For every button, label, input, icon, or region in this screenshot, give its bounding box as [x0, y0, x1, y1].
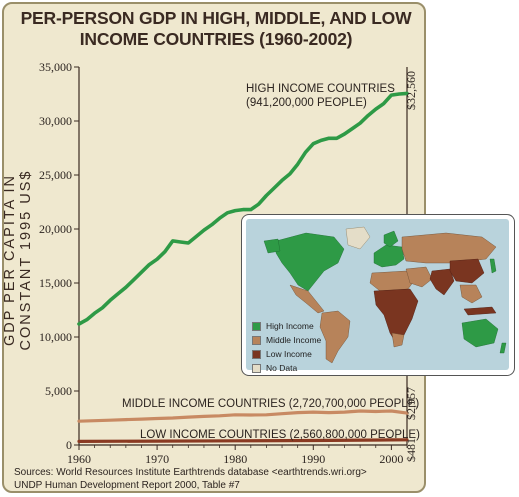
legend-item-middle: Middle Income: [252, 333, 321, 347]
low-income-label: LOW INCOME COUNTRIES (2,560,800,000 PEOP…: [140, 429, 420, 441]
legend-item-low: Low Income: [252, 347, 321, 361]
series-line-high: [77, 91, 409, 326]
legend-label-middle: Middle Income: [266, 335, 322, 345]
middle-income-label: MIDDLE INCOME COUNTRIES (2,720,700,000 P…: [122, 398, 419, 410]
legend-swatch-nodata: [252, 363, 261, 373]
y-tick-label: 15,000: [39, 276, 72, 290]
x-tick-label: 1980: [223, 452, 247, 466]
x-tick-label: 2000: [379, 452, 403, 466]
legend-item-high: High Income: [252, 319, 321, 333]
map-legend: High Income Middle Income Low Income No …: [252, 319, 321, 375]
source-note: Sources: World Resources Institute Earth…: [14, 466, 367, 491]
series-line-middle: [77, 409, 409, 423]
chart-title: PER-PERSON GDP IN HIGH, MIDDLE, AND LOW …: [4, 8, 424, 50]
source-line-2: UNDP Human Development Report 2000, Tabl…: [14, 480, 240, 491]
legend-label-high: High Income: [266, 321, 314, 331]
y-tick-label: 5,000: [45, 384, 72, 398]
series-line-low: [77, 438, 409, 443]
legend-swatch-low: [252, 349, 261, 359]
legend-label-low: Low Income: [266, 349, 312, 359]
high-income-label-line2: (941,200,000 PEOPLE): [246, 97, 367, 109]
x-tick-label: 1960: [67, 452, 91, 466]
y-tick-label: 25,000: [39, 168, 72, 182]
y-tick-label: 35,000: [39, 60, 72, 74]
chart-title-line2: INCOME COUNTRIES (1960-2002): [79, 29, 353, 49]
x-tick-label: 1970: [145, 452, 169, 466]
chart-title-line1: PER-PERSON GDP IN HIGH, MIDDLE, AND LOW: [20, 8, 412, 28]
high-income-end-value: $32,560: [404, 71, 418, 110]
high-income-label-line1: HIGH INCOME COUNTRIES: [246, 83, 395, 95]
world-map-icon: [263, 226, 507, 364]
world-income-map: High Income Middle Income Low Income No …: [241, 214, 515, 376]
legend-swatch-high: [252, 321, 261, 331]
y-tick-label: 10,000: [39, 330, 72, 344]
map-ocean: High Income Middle Income Low Income No …: [246, 219, 509, 373]
low-income-end-value: $481: [404, 438, 418, 462]
middle-income-end-value: $2,957: [404, 387, 418, 420]
y-tick-label: 30,000: [39, 114, 72, 128]
x-tick-label: 1990: [301, 452, 325, 466]
y-tick-label: 20,000: [39, 222, 72, 236]
legend-item-nodata: No Data: [252, 361, 321, 375]
source-line-1: Sources: World Resources Institute Earth…: [14, 467, 367, 478]
y-tick-label: 0: [66, 438, 72, 452]
legend-label-nodata: No Data: [266, 363, 298, 373]
legend-swatch-middle: [252, 335, 261, 345]
